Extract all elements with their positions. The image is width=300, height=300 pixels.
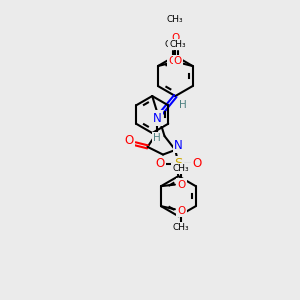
Text: O: O [155,157,164,170]
Text: CH₃: CH₃ [173,164,189,173]
Text: CH₃: CH₃ [164,40,181,49]
Text: O: O [174,56,182,66]
Text: CH₃: CH₃ [170,40,186,49]
Text: N: N [152,112,161,125]
Text: S: S [174,157,183,170]
Text: O: O [192,157,202,170]
Text: O: O [177,180,185,190]
Text: O: O [169,56,177,66]
Text: N: N [174,139,183,152]
Text: O: O [171,32,179,43]
Text: H: H [153,134,161,143]
Text: O: O [177,206,185,216]
Text: O: O [124,134,134,147]
Text: CH₃: CH₃ [173,223,189,232]
Text: CH₃: CH₃ [167,15,184,24]
Text: H: H [179,100,187,110]
